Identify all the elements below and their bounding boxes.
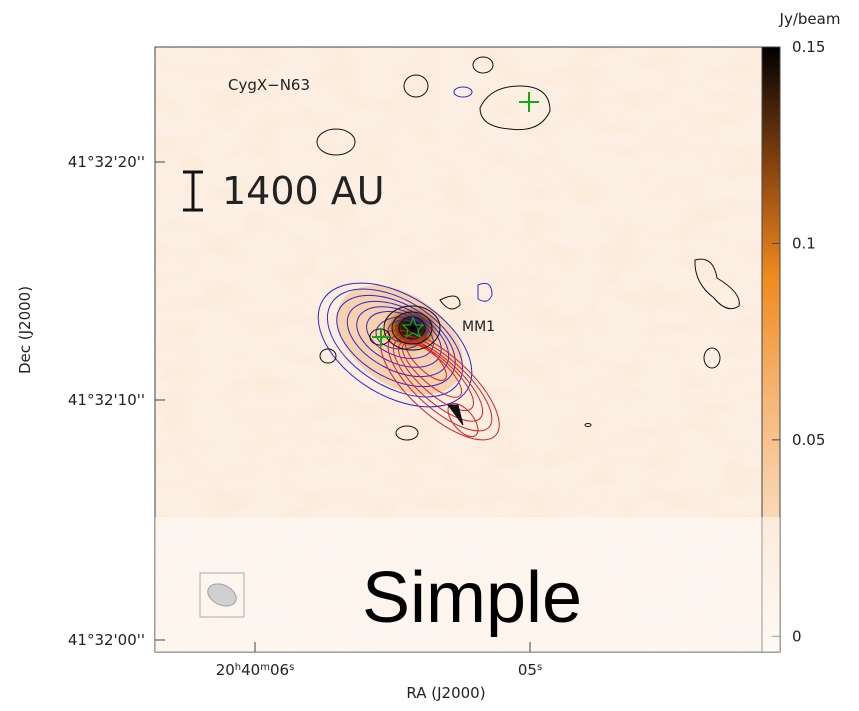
colorbar-unit: Jy/beam (779, 10, 841, 28)
x-tick-label: 05s (518, 661, 542, 679)
colorbar-tick-label: 0.15 (792, 38, 825, 56)
x-tick-label: 20h40m06s (216, 661, 295, 679)
x-tick-part: s (289, 662, 294, 673)
x-tick-part: 40 (241, 661, 260, 679)
colorbar-tick-label: 0 (792, 627, 802, 645)
colorbar-tick-label: 0.05 (792, 431, 825, 449)
source-label: MM1 (462, 319, 495, 335)
x-axis-label: RA (J2000) (406, 684, 485, 702)
x-tick-part: 20 (216, 661, 235, 679)
x-tick-part: s (537, 662, 542, 673)
colorbar-tick-label: 0.1 (792, 234, 816, 252)
overlay-label: Simple (362, 558, 582, 638)
x-tick-part: m (260, 662, 270, 673)
scale-bar-label: 1400 AU (222, 169, 385, 213)
field-label: CygX−N63 (228, 76, 310, 94)
y-axis-label: Dec (J2000) (16, 286, 34, 374)
x-tick-part: 05 (518, 661, 537, 679)
y-tick-label: 41°32'00'' (68, 631, 145, 649)
figure: CygX−N63 1400 AU MM1 RA (J2000) Dec (J20… (0, 0, 859, 707)
y-tick-label: 41°32'10'' (68, 391, 145, 409)
y-tick-label: 41°32'20'' (68, 153, 145, 171)
x-tick-part: 06 (270, 661, 289, 679)
